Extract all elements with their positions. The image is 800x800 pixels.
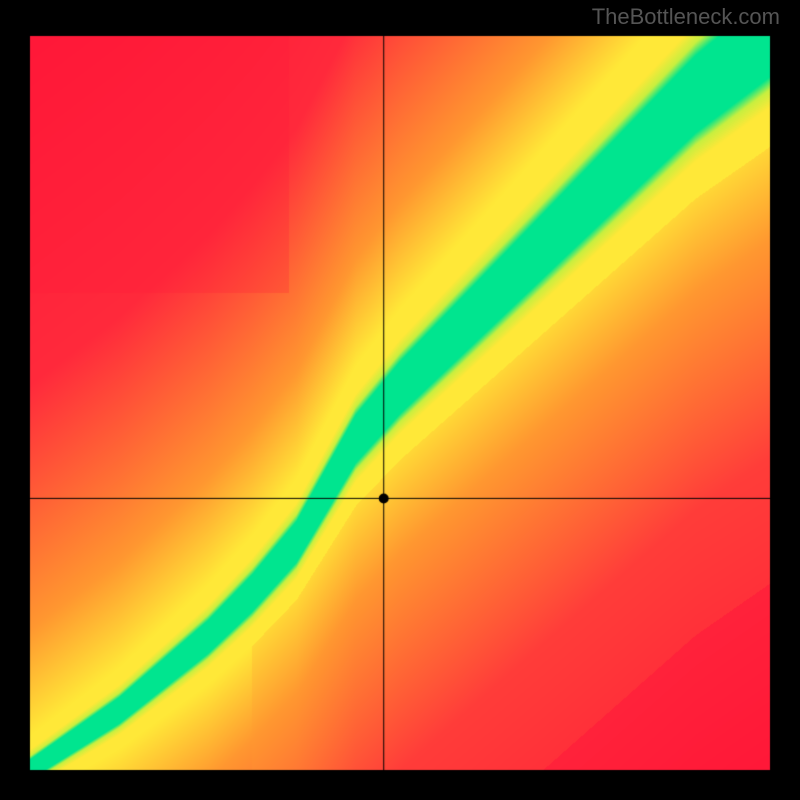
watermark-text: TheBottleneck.com <box>592 4 780 30</box>
chart-container: TheBottleneck.com <box>0 0 800 800</box>
bottleneck-heatmap <box>0 0 800 800</box>
